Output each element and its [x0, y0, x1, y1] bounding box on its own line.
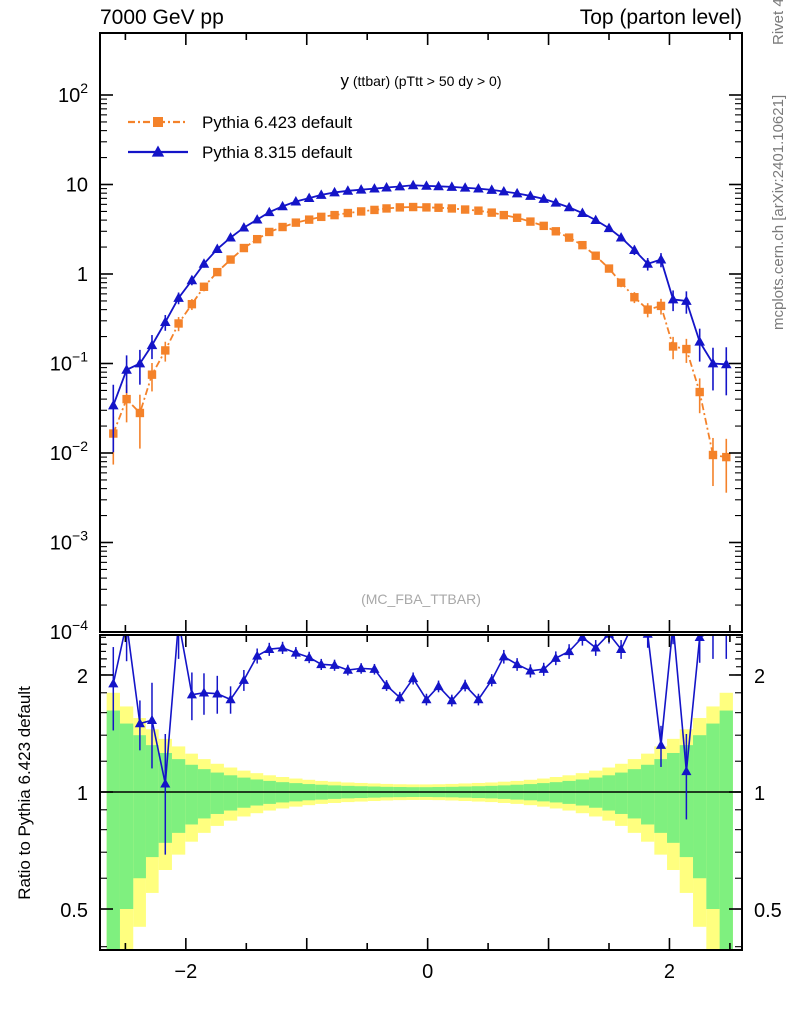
ratio-uncertainty-bands [106, 692, 733, 950]
xtick-label: 0 [422, 961, 433, 983]
main-panel-frame [99, 32, 743, 633]
ratio-ytick-label-left: 0.5 [60, 900, 88, 922]
main-ytick-label: 10−4 [50, 617, 88, 644]
main-ytick-label: 10−2 [50, 438, 88, 465]
series-pythia8-curve [108, 179, 732, 453]
ratio-axis-label: Ratio to Pythia 6.423 default [15, 686, 34, 900]
ratio-ytick-label-right: 2 [754, 666, 765, 688]
main-ytick-label: 10−3 [50, 528, 88, 555]
dataset-watermark: (MC_FBA_TTBAR) [361, 591, 481, 607]
main-ytick-label: 1 [77, 264, 88, 286]
legend-entry-pythia6[interactable]: Pythia 6.423 default [128, 113, 353, 132]
ratio-ytick-label-left: 2 [77, 666, 88, 688]
header-left-label: 7000 GeV pp [100, 6, 224, 29]
legend-entry-pythia8[interactable]: Pythia 8.315 default [128, 143, 353, 162]
xtick-label: −2 [174, 961, 197, 983]
main-ytick-label: 102 [58, 80, 88, 107]
legend-label: Pythia 8.315 default [202, 143, 353, 162]
ratio-ytick-label-right: 1 [754, 783, 765, 805]
main-ytick-label: 10−1 [50, 349, 88, 376]
main-ytick-label: 10 [66, 175, 88, 197]
xtick-label: 2 [664, 961, 675, 983]
header-right-label: Top (parton level) [579, 6, 742, 29]
ratio-ytick-label-left: 1 [77, 783, 88, 805]
ratio-ytick-label-right: 0.5 [754, 900, 782, 922]
legend-label: Pythia 6.423 default [202, 113, 353, 132]
plot-title: y (ttbar) (pTtt > 50 dy > 0) [340, 71, 501, 90]
main-panel-series [108, 179, 732, 493]
series-pythia6-curve [109, 202, 731, 493]
ratio-panel-series [108, 635, 728, 855]
